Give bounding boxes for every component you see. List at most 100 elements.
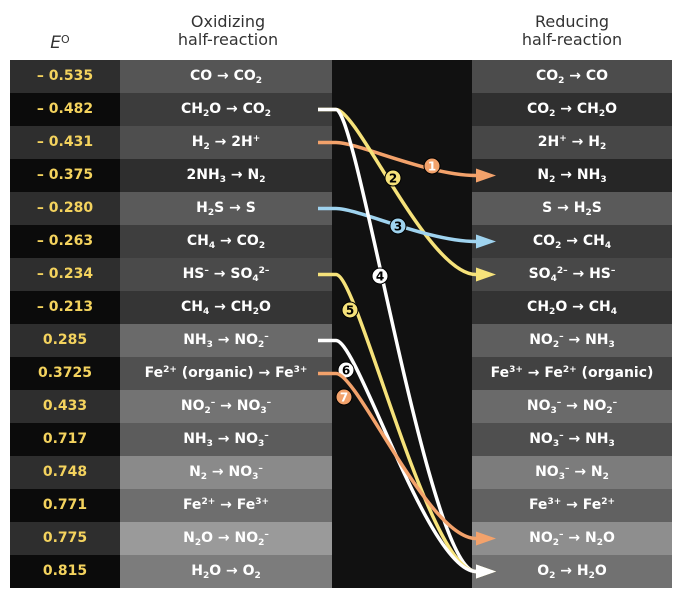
oxidizing-reaction: H2 → 2H+ — [120, 126, 332, 159]
table-row: – 0.263 CH4 → CO2 CO2 → CH4 — [10, 225, 672, 258]
potential-value: – 0.234 — [10, 258, 120, 291]
potential-value: – 0.280 — [10, 192, 120, 225]
potential-value: 0.717 — [10, 423, 120, 456]
reducing-reaction: 2H+ → H2 — [472, 126, 672, 159]
arrow-label-4: 4 — [376, 270, 384, 284]
reducing-reaction: NO3– → NH3 — [472, 423, 672, 456]
gap-cell — [332, 489, 472, 522]
arrow-label-7: 7 — [340, 391, 348, 405]
potential-value: 0.748 — [10, 456, 120, 489]
potential-value: 0.815 — [10, 555, 120, 588]
arrow-label-6: 6 — [342, 364, 350, 378]
arrow-label-badge-7 — [335, 388, 353, 406]
reducing-header: Reducing half-reaction — [472, 13, 672, 49]
oxidizing-reaction: 2NH3 → N2 — [120, 159, 332, 192]
table-row: 0.433 NO2– → NO3– NO3– → NO2– — [10, 390, 672, 423]
potential-value: 0.771 — [10, 489, 120, 522]
oxidizing-reaction: H2O → O2 — [120, 555, 332, 588]
table-row: – 0.375 2NH3 → N2 N2 → NH3 — [10, 159, 672, 192]
oxidizing-reaction: CH4 → CH2O — [120, 291, 332, 324]
oxidizing-reaction: NH3 → NO3– — [120, 423, 332, 456]
reducing-reaction: NO3– → NO2– — [472, 390, 672, 423]
potential-value: 0.285 — [10, 324, 120, 357]
arrowhead-7 — [476, 531, 496, 546]
oxidizing-reaction: CO → CO2 — [120, 60, 332, 93]
reducing-reaction: NO3– → N2 — [472, 456, 672, 489]
arrowhead-3 — [476, 234, 496, 249]
table-row: – 0.535 CO → CO2 CO2 → CO — [10, 60, 672, 93]
gap-cell — [332, 60, 472, 93]
potential-value: – 0.263 — [10, 225, 120, 258]
reducing-reaction: NO2– → NH3 — [472, 324, 672, 357]
arrow-label-3: 3 — [394, 220, 402, 234]
table-row: – 0.280 H2S → S S → H2S — [10, 192, 672, 225]
reducing-reaction: CO2 → CH2O — [472, 93, 672, 126]
table-row: 0.3725 Fe2+ (organic) → Fe3+ Fe3+ → Fe2+ (… — [10, 357, 672, 390]
table-row: – 0.482 CH2O → CO2 CO2 → CH2O — [10, 93, 672, 126]
oxidizing-header-line1: Oxidizing — [190, 12, 266, 31]
oxidizing-reaction: H2S → S — [120, 192, 332, 225]
arrow-label-5: 5 — [346, 304, 354, 318]
reducing-reaction: NO2– → N2O — [472, 522, 672, 555]
oxidizing-header: Oxidizing half-reaction — [122, 13, 334, 49]
gap-cell — [332, 324, 472, 357]
potential-value: – 0.213 — [10, 291, 120, 324]
table-row: 0.285 NH3 → NO2– NO2– → NH3 — [10, 324, 672, 357]
table-row: 0.815 H2O → O2 O2 → H2O — [10, 555, 672, 588]
arrowhead-2 — [476, 267, 496, 282]
gap-cell — [332, 456, 472, 489]
arrow-label-badge-3 — [389, 217, 407, 235]
arrowhead-1 — [476, 168, 496, 183]
potential-value: 0.3725 — [10, 357, 120, 390]
reducing-reaction: CH2O → CH4 — [472, 291, 672, 324]
arrow-1 — [318, 140, 478, 178]
oxidizing-reaction: Fe2+ (organic) → Fe3+ — [120, 357, 332, 390]
potential-value: – 0.431 — [10, 126, 120, 159]
reducing-reaction: SO42– → HS– — [472, 258, 672, 291]
oxidizing-reaction: NH3 → NO2– — [120, 324, 332, 357]
oxidizing-reaction: N2O → NO2– — [120, 522, 332, 555]
reducing-reaction: Fe3+ → Fe2+ (organic) — [472, 357, 672, 390]
arrow-label-1: 1 — [428, 160, 436, 174]
reducing-reaction: O2 → H2O — [472, 555, 672, 588]
table-row: – 0.213 CH4 → CH2O CH2O → CH4 — [10, 291, 672, 324]
gap-cell — [332, 258, 472, 291]
table-row: – 0.431 H2 → 2H+ 2H+ → H2 — [10, 126, 672, 159]
arrow-2 — [318, 107, 478, 277]
gap-cell — [332, 93, 472, 126]
oxidizing-reaction: NO2– → NO3– — [120, 390, 332, 423]
oxidizing-reaction: CH2O → CO2 — [120, 93, 332, 126]
reducing-reaction: CO2 → CO — [472, 60, 672, 93]
reducing-reaction: CO2 → CH4 — [472, 225, 672, 258]
gap-cell — [332, 555, 472, 588]
oxidizing-reaction: Fe2+ → Fe3+ — [120, 489, 332, 522]
oxidizing-header-line2: half-reaction — [177, 30, 279, 49]
table-row: – 0.234 HS– → SO42– SO42– → HS– — [10, 258, 672, 291]
reducing-header-line1: Reducing — [534, 12, 610, 31]
oxidizing-reaction: CH4 → CO2 — [120, 225, 332, 258]
potential-value: – 0.535 — [10, 60, 120, 93]
gap-cell — [332, 390, 472, 423]
arrow-label-2: 2 — [389, 172, 397, 186]
potential-symbol: E — [50, 33, 62, 53]
potential-value: – 0.482 — [10, 93, 120, 126]
gap-cell — [332, 126, 472, 159]
potential-value: – 0.375 — [10, 159, 120, 192]
arrow-label-badge-4 — [371, 267, 389, 285]
potential-value: 0.433 — [10, 390, 120, 423]
potential-value: 0.775 — [10, 522, 120, 555]
reducing-reaction: S → H2S — [472, 192, 672, 225]
arrow-7 — [318, 371, 478, 541]
standard-state-symbol: O — [61, 33, 70, 46]
arrow-label-badge-2 — [384, 169, 402, 187]
reducing-reaction: Fe3+ → Fe2+ — [472, 489, 672, 522]
table-row: 0.771 Fe2+ → Fe3+ Fe3+ → Fe2+ — [10, 489, 672, 522]
reducing-header-line2: half-reaction — [521, 30, 623, 49]
reducing-reaction: N2 → NH3 — [472, 159, 672, 192]
table-row: 0.775 N2O → NO2– NO2– → N2O — [10, 522, 672, 555]
arrowhead-6 — [476, 564, 496, 579]
oxidizing-reaction: HS– → SO42– — [120, 258, 332, 291]
arrow-4 — [318, 107, 478, 574]
oxidizing-reaction: N2 → NO3– — [120, 456, 332, 489]
